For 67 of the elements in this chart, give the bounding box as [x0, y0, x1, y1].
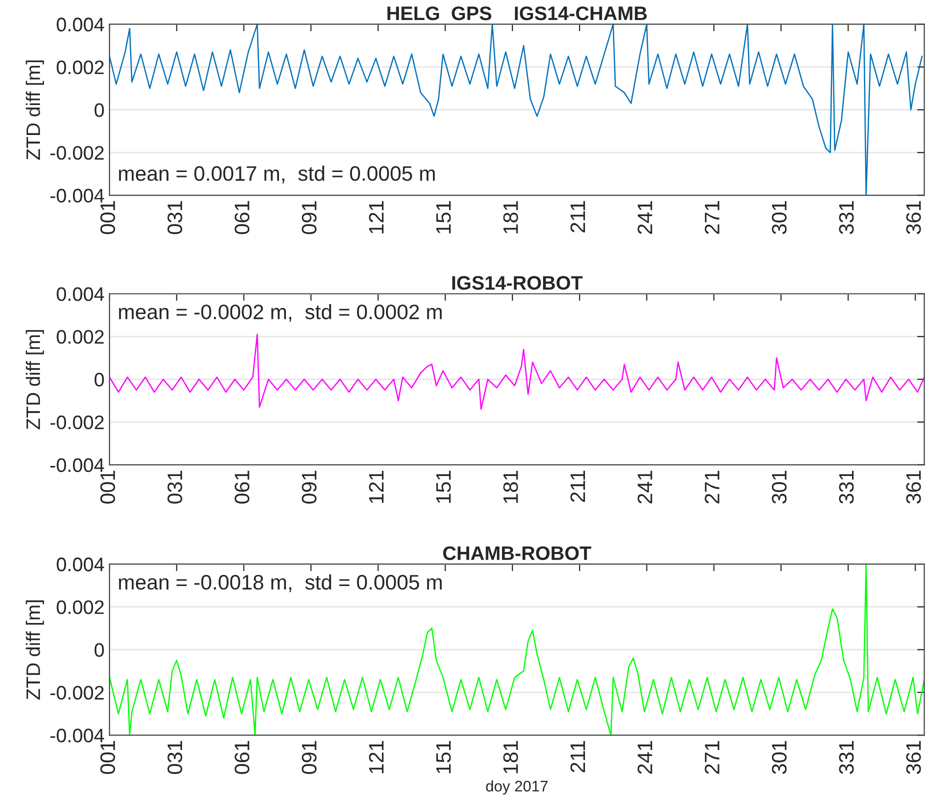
y-tick-label: 0.004 — [56, 18, 104, 32]
annotation: mean = -0.0002 m, std = 0.0002 m — [119, 304, 442, 322]
x-tick-label: 361 — [906, 741, 921, 774]
x-tick-label: 361 — [906, 201, 921, 234]
y-tick-label: -0.002 — [50, 146, 104, 160]
y-tick-label: 0.002 — [56, 330, 104, 344]
y-tick-label: -0.004 — [50, 188, 104, 203]
x-axis-title: doy 2017 — [486, 780, 548, 795]
x-tick-label: 061 — [234, 201, 250, 234]
chart-title: IGS14-ROBOT — [452, 276, 583, 290]
x-tick-label: 091 — [302, 201, 317, 234]
x-tick-label: 001 — [100, 201, 116, 234]
x-tick-label: 331 — [839, 201, 854, 234]
x-tick-label: 061 — [234, 741, 250, 774]
x-tick-label: 331 — [839, 741, 854, 774]
x-tick-label: 211 — [570, 201, 585, 232]
y-tick-label: -0.002 — [50, 686, 104, 700]
x-tick-label: 331 — [839, 470, 854, 504]
x-tick-label: 271 — [704, 201, 720, 234]
x-tick-label: 301 — [772, 470, 787, 504]
y-axis-title: ZTD diff [m] — [26, 330, 44, 430]
x-tick-label: 091 — [302, 470, 317, 504]
x-tick-label: 361 — [906, 470, 921, 504]
x-tick-label: 181 — [503, 741, 518, 774]
x-tick-label: 151 — [436, 741, 451, 774]
x-tick-label: 271 — [704, 470, 720, 504]
y-tick-label: 0.002 — [56, 600, 104, 614]
x-tick-label: 241 — [638, 470, 652, 504]
x-tick-label: 271 — [704, 741, 720, 774]
x-tick-label: 001 — [100, 470, 116, 504]
x-tick-label: 121 — [368, 470, 384, 503]
y-tick-label: 0 — [94, 643, 104, 657]
x-tick-label: 301 — [772, 741, 787, 774]
chart-title: CHAMB-ROBOT — [443, 546, 592, 560]
x-tick-label: 241 — [638, 741, 652, 774]
x-tick-label: 151 — [436, 470, 451, 503]
x-tick-label: 001 — [100, 741, 116, 774]
x-tick-label: 091 — [302, 741, 317, 774]
line-series — [110, 334, 924, 410]
y-tick-label: 0 — [94, 103, 104, 117]
annotation: mean = -0.0018 m, std = 0.0005 m — [119, 574, 442, 592]
y-axis-title: ZTD diff [m] — [26, 60, 44, 160]
x-tick-label: 121 — [368, 201, 384, 234]
y-tick-label: -0.004 — [50, 728, 104, 742]
x-tick-label: 241 — [638, 201, 652, 234]
x-tick-label: 061 — [234, 470, 250, 504]
y-tick-label: 0.004 — [56, 558, 104, 572]
line-series — [110, 24, 923, 196]
y-tick-label: 0 — [94, 372, 104, 387]
x-tick-label: 211 — [570, 741, 585, 772]
y-axis-title: ZTD diff [m] — [26, 600, 44, 700]
annotation: mean = 0.0017 m, std = 0.0005 m — [119, 166, 435, 184]
chart-title: HELG GPS IGS14-CHAMB — [387, 6, 647, 20]
y-tick-label: -0.004 — [50, 458, 104, 472]
x-tick-label: 031 — [167, 201, 182, 234]
x-tick-label: 181 — [503, 201, 518, 234]
y-tick-label: 0.004 — [56, 287, 104, 301]
x-tick-label: 121 — [368, 741, 384, 774]
x-tick-label: 031 — [167, 741, 182, 774]
y-tick-label: -0.002 — [50, 416, 104, 430]
x-tick-label: 181 — [503, 470, 518, 503]
x-tick-label: 151 — [436, 201, 451, 234]
x-tick-label: 031 — [167, 470, 182, 504]
x-tick-label: 301 — [772, 201, 787, 234]
x-tick-label: 211 — [570, 470, 585, 502]
line-series — [110, 564, 924, 736]
y-tick-label: 0.002 — [56, 60, 104, 74]
